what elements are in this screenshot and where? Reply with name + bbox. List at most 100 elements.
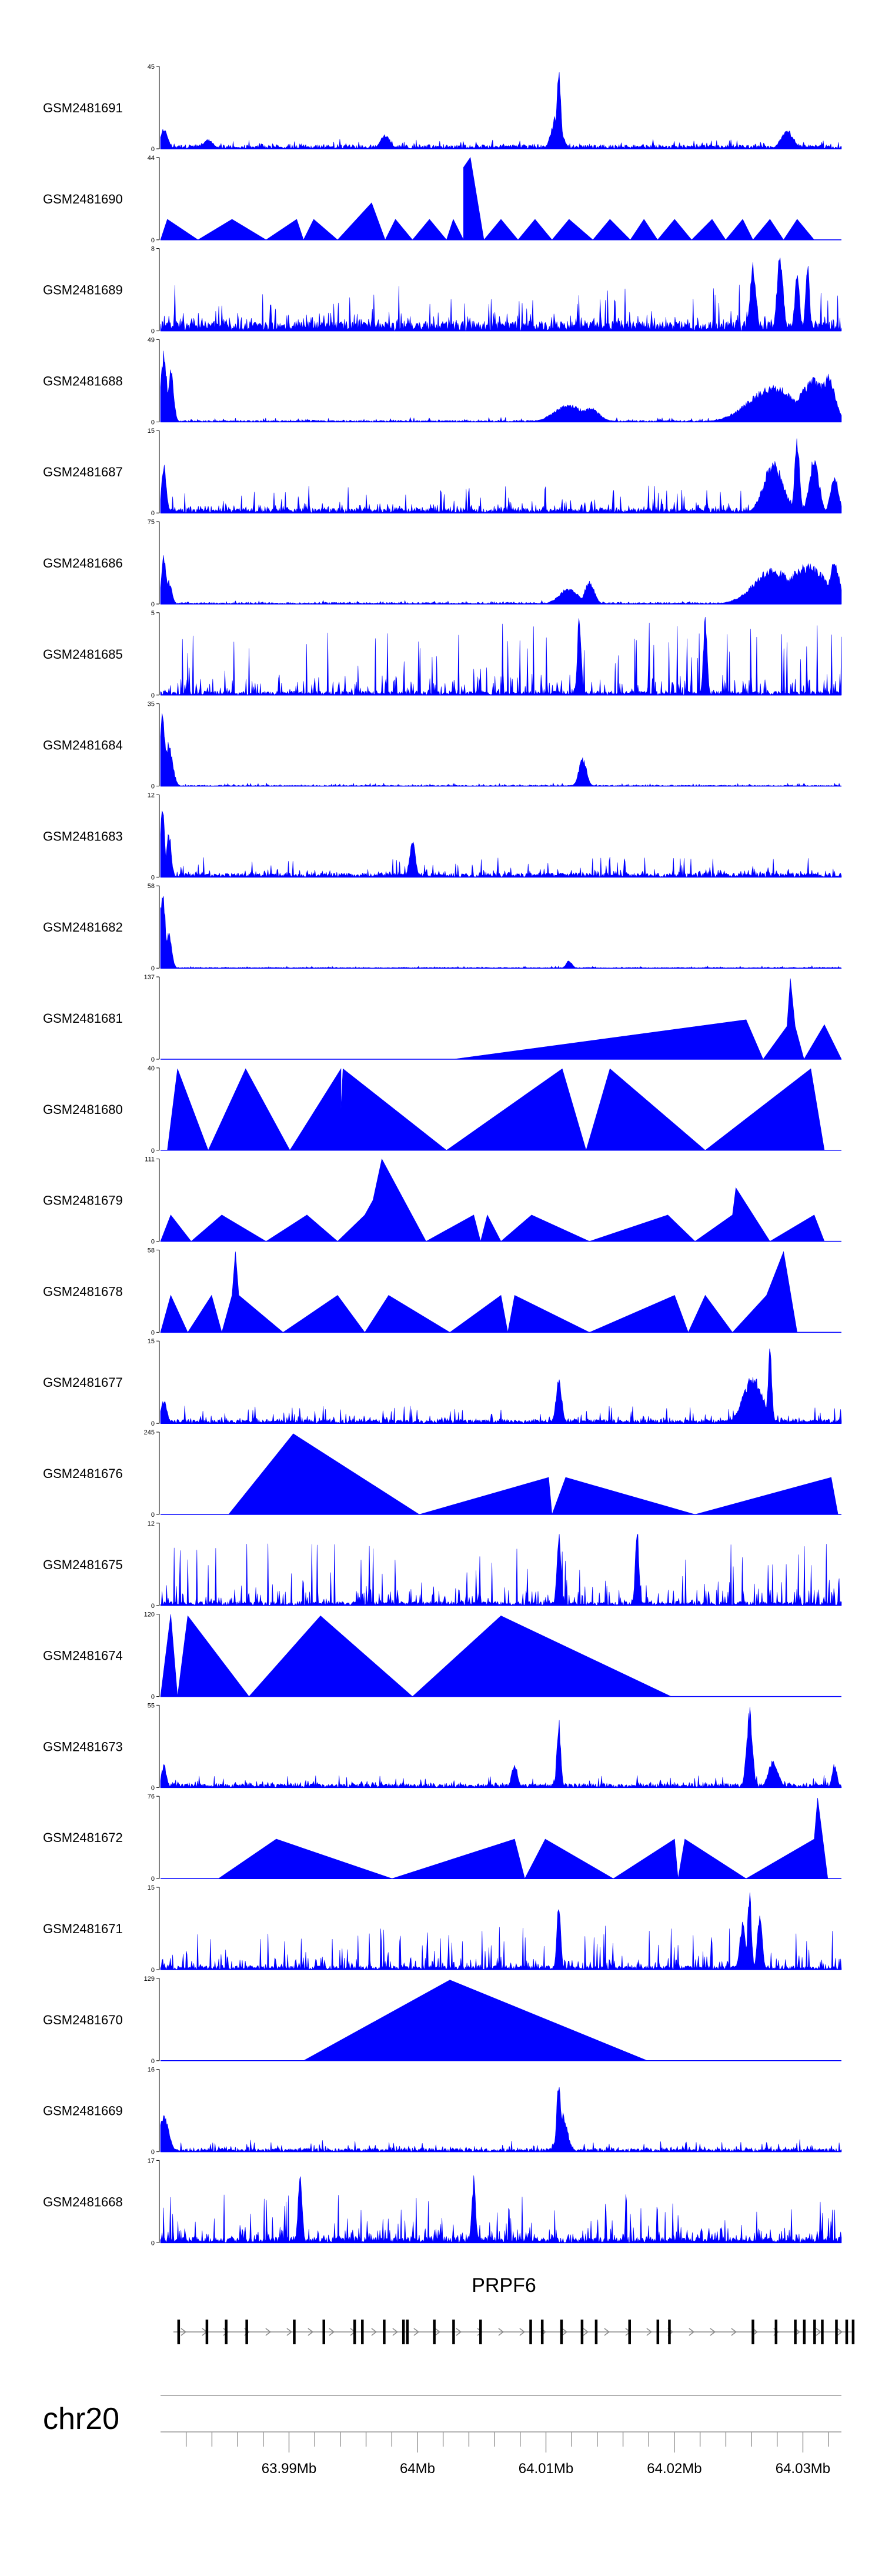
track-GSM2481691: GSM2481691 45 0 (43, 64, 842, 153)
y-min-label: 0 (151, 601, 155, 608)
y-min-label: 0 (151, 146, 155, 153)
track-GSM2481686: GSM2481686 75 0 (43, 519, 842, 608)
y-max-label: 8 (151, 246, 155, 253)
track-label: GSM2481683 (43, 829, 123, 843)
strand-arrow-icon (371, 2328, 377, 2336)
gene-exon (668, 2320, 671, 2344)
strand-arrow-icon (562, 2328, 568, 2336)
track-label: GSM2481681 (43, 1011, 123, 1026)
track-GSM2481670: GSM2481670 129 0 (43, 1976, 841, 2065)
gene-exon (383, 2320, 386, 2344)
y-max-label: 12 (148, 1520, 155, 1527)
gene-exon (821, 2320, 824, 2344)
gene-exon (452, 2320, 455, 2344)
track-GSM2481669: GSM2481669 16 0 (43, 2067, 842, 2156)
track-GSM2481682: GSM2481682 58 0 (43, 883, 842, 972)
gene-exon (851, 2320, 855, 2344)
track-label: GSM2481670 (43, 2013, 123, 2027)
y-min-label: 0 (151, 1967, 155, 1974)
gene-exon (774, 2320, 778, 2344)
y-min-label: 0 (151, 1784, 155, 1791)
y-min-label: 0 (151, 1056, 155, 1063)
track-GSM2481677: GSM2481677 15 0 (43, 1338, 842, 1427)
y-min-label: 0 (151, 692, 155, 699)
y-min-label: 0 (151, 874, 155, 881)
axis-tick-label: 63.99Mb (262, 2461, 316, 2477)
y-max-label: 49 (148, 336, 155, 343)
gene-exon (205, 2320, 209, 2344)
coverage-area (160, 351, 842, 423)
y-max-label: 15 (148, 1884, 155, 1891)
gene-exon (813, 2320, 816, 2344)
y-max-label: 58 (148, 883, 155, 890)
track-GSM2481690: GSM2481690 44 0 (43, 155, 841, 244)
y-max-label: 55 (148, 1702, 155, 1709)
track-label: GSM2481687 (43, 465, 123, 479)
coverage-area (160, 1158, 825, 1242)
coverage-area (160, 1892, 842, 1971)
coverage-area (160, 555, 842, 605)
track-label: GSM2481689 (43, 283, 123, 298)
coverage-area (160, 1251, 798, 1333)
y-min-label: 0 (151, 1694, 155, 1701)
coverage-area (160, 1614, 671, 1697)
y-max-label: 35 (148, 701, 155, 708)
track-label: GSM2481673 (43, 1739, 123, 1754)
track-GSM2481684: GSM2481684 35 0 (43, 701, 842, 790)
coverage-tracks: GSM2481691450GSM2481690440GSM248168980GS… (43, 64, 842, 2247)
y-max-label: 245 (144, 1429, 155, 1436)
gene-exon (656, 2320, 660, 2344)
track-GSM2481683: GSM2481683 12 0 (43, 792, 842, 881)
coverage-area (160, 157, 815, 241)
y-min-label: 0 (151, 1329, 155, 1336)
gene-exon (628, 2320, 631, 2344)
track-label: GSM2481684 (43, 738, 123, 753)
coverage-area (160, 2087, 842, 2153)
gene-exon (353, 2320, 356, 2344)
gene-exon (402, 2320, 405, 2344)
track-GSM2481675: GSM2481675 12 0 (43, 1520, 842, 1610)
y-min-label: 0 (151, 328, 155, 335)
gene-exon (580, 2320, 584, 2344)
y-min-label: 0 (151, 1603, 155, 1610)
chromosome-label: chr20 (43, 2402, 119, 2436)
track-label: GSM2481691 (43, 101, 123, 115)
track-label: GSM2481682 (43, 920, 123, 935)
coverage-area (160, 72, 842, 150)
gene-exon (479, 2320, 482, 2344)
gene-exon (594, 2320, 598, 2344)
strand-arrow-icon (329, 2328, 335, 2336)
y-min-label: 0 (151, 510, 155, 517)
track-label: GSM2481685 (43, 647, 123, 662)
gene-exon (803, 2320, 806, 2344)
gene-exon (529, 2320, 532, 2344)
axis-tick-label: 64.03Mb (776, 2461, 830, 2477)
strand-arrow-icon (392, 2328, 399, 2336)
track-label: GSM2481676 (43, 1466, 123, 1481)
y-min-label: 0 (151, 1147, 155, 1154)
y-min-label: 0 (151, 2240, 155, 2247)
track-GSM2481671: GSM2481671 15 0 (43, 1884, 842, 1974)
y-min-label: 0 (151, 1239, 155, 1246)
y-min-label: 0 (151, 237, 155, 244)
track-GSM2481687: GSM2481687 15 0 (43, 428, 842, 517)
y-max-label: 15 (148, 428, 155, 435)
y-max-label: 75 (148, 519, 155, 526)
axis-tick-label: 64Mb (400, 2461, 435, 2477)
y-max-label: 111 (145, 1156, 155, 1163)
track-label: GSM2481668 (43, 2194, 123, 2209)
strand-arrow-icon (731, 2328, 737, 2336)
track-GSM2481689: GSM2481689 8 0 (43, 246, 842, 335)
coverage-area (160, 1534, 842, 1606)
track-GSM2481678: GSM2481678 58 0 (43, 1247, 841, 1336)
coverage-area (160, 1349, 842, 1424)
y-min-label: 0 (151, 2149, 155, 2156)
y-max-label: 5 (151, 610, 155, 617)
gene-exon (560, 2320, 563, 2344)
coverage-area (160, 1707, 842, 1788)
gene-exon (293, 2320, 296, 2344)
y-max-label: 45 (148, 64, 155, 71)
track-GSM2481676: GSM2481676 245 0 (43, 1429, 841, 1519)
gene-name-label: PRPF6 (472, 2274, 536, 2297)
strand-arrow-icon (435, 2328, 441, 2336)
